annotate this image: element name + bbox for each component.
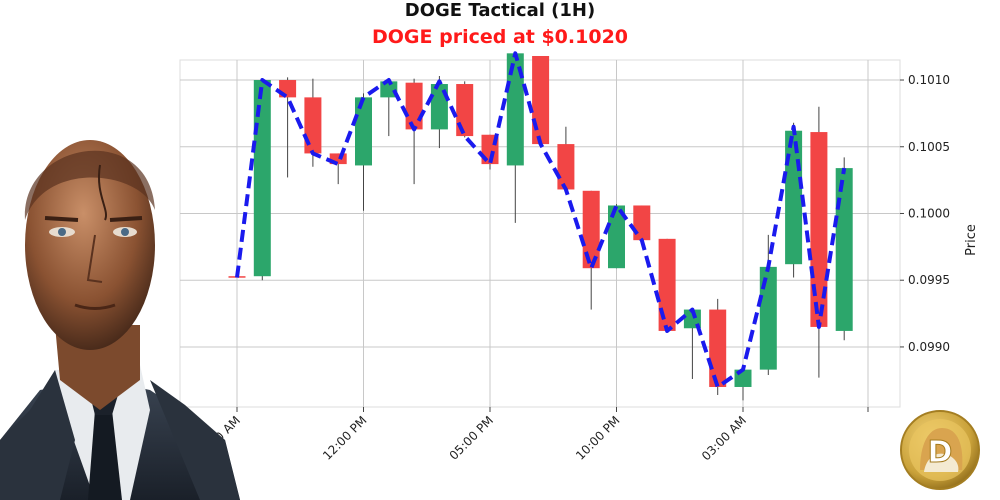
trend-line-path [235,51,847,389]
candles [228,53,853,401]
candle-up [683,309,701,329]
y-tick-label: 0.1010 [908,73,950,87]
y-tick-label: 0.0995 [908,273,950,287]
candle-up [835,168,853,331]
x-tick-label: 10:00 PM [573,413,622,462]
candle-down [329,153,347,165]
subtitle-price-text: priced at $0.1020 [432,26,629,48]
doge-coin-logo: D [900,410,980,490]
y-tick-label: 0.1005 [908,140,950,154]
subtitle-symbol: DOGE [371,26,433,48]
candle-up [430,84,448,130]
svg-text:D: D [928,435,953,470]
candle-down [709,309,727,387]
x-tick-label: 05:00 PM [447,413,496,462]
candle-up [253,80,271,277]
candle-up [759,266,777,370]
candle-down [633,205,651,241]
candle-down [557,144,575,190]
candle-up [608,205,625,269]
candle-down [405,82,423,130]
x-tick-label: 03:00 AM [699,413,749,463]
candle-down [810,132,828,327]
candle-up [785,130,803,265]
chart-subtitle: DOGE priced at $0.1020 [0,26,1000,48]
trend-line [235,51,847,389]
chart-title: DOGE Tactical (1H) [404,0,596,21]
candle-up [355,97,372,166]
candle-down [658,238,676,331]
x-tick-label: 12:00 PM [320,413,369,462]
candle-down [532,55,550,145]
candle-up [506,53,524,166]
y-axis-label: Price [964,224,979,256]
candle-down [456,84,474,137]
businessman-avatar [0,140,240,500]
candle-down [582,190,600,269]
y-tick-label: 0.1000 [908,206,950,220]
y-tick-label: 0.0990 [908,340,950,354]
